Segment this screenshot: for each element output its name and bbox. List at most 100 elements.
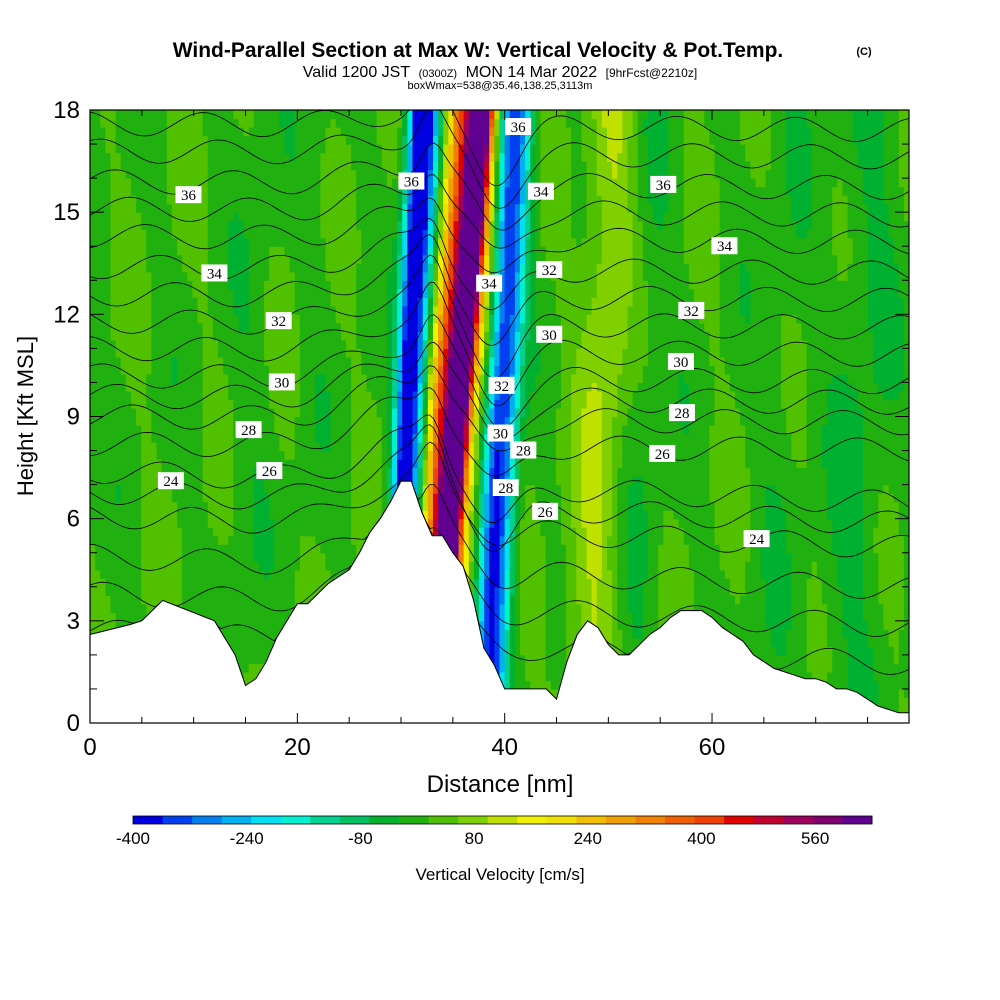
velocity-cell [351,280,357,290]
velocity-cell [95,510,101,520]
velocity-cell [253,314,260,324]
velocity-cell [386,407,393,418]
velocity-cell [110,203,117,213]
velocity-cell [279,110,286,120]
velocity-cell [95,416,101,426]
velocity-cell [381,484,388,494]
velocity-cell [130,416,137,426]
velocity-cell [320,467,327,477]
velocity-cell [120,569,127,579]
velocity-cell [289,518,296,528]
velocity-cell [432,331,439,341]
velocity-cell [351,246,357,256]
velocity-cell [110,135,117,145]
velocity-cell [115,186,122,196]
velocity-cell [90,586,96,596]
velocity-cell [412,220,419,230]
velocity-cell [115,135,122,145]
velocity-cell [151,544,158,554]
velocity-cell [269,161,275,171]
velocity-cell [335,186,342,196]
velocity-cell [177,314,183,324]
velocity-cell [151,280,158,290]
velocity-cell [105,118,112,128]
velocity-cell [161,373,168,384]
velocity-cell [325,544,332,554]
velocity-cell [427,416,434,426]
velocity-cell [345,390,352,401]
velocity-cell [284,152,291,162]
velocity-cell [299,476,306,486]
velocity-cell [192,425,199,435]
velocity-cell [228,314,234,324]
velocity-cell [228,399,234,409]
velocity-cell [274,586,280,596]
velocity-cell [130,331,137,341]
velocity-cell [120,382,127,392]
velocity-cell [238,263,245,273]
velocity-cell [432,390,439,401]
velocity-cell [136,603,142,613]
velocity-cell [166,305,173,315]
velocity-cell [120,561,127,571]
velocity-cell [177,127,183,137]
velocity-cell [166,322,173,332]
velocity-cell [105,144,112,154]
velocity-cell [279,169,286,179]
velocity-cell [233,382,240,392]
velocity-cell [412,127,419,137]
velocity-cell [279,297,286,307]
velocity-cell [340,195,347,205]
velocity-cell [381,203,388,213]
velocity-cell [105,527,112,537]
velocity-cell [294,280,301,290]
velocity-cell [217,501,224,511]
velocity-cell [228,595,234,605]
velocity-cell [392,339,398,349]
velocity-cell [258,229,265,239]
velocity-cell [136,442,142,452]
velocity-cell [432,356,439,367]
velocity-cell [289,484,296,494]
velocity-cell [412,356,419,367]
velocity-cell [202,407,209,418]
velocity-cell [361,110,368,120]
velocity-cell [90,518,96,528]
velocity-cell [248,586,255,596]
velocity-cell [202,186,209,196]
velocity-cell [310,442,316,452]
velocity-cell [212,161,219,171]
velocity-cell [340,561,347,571]
velocity-cell [207,501,214,511]
velocity-cell [386,254,393,264]
velocity-cell [376,212,383,222]
velocity-cell [253,476,260,486]
velocity-cell [356,544,362,554]
velocity-cell [422,450,429,460]
velocity-cell [95,127,101,137]
velocity-cell [182,373,188,384]
velocity-cell [422,365,429,375]
velocity-cell [351,322,357,332]
velocity-cell [217,586,224,596]
velocity-cell [115,467,122,477]
velocity-cell [156,263,163,273]
velocity-cell [304,297,311,307]
velocity-cell [248,654,255,664]
velocity-cell [238,561,245,571]
velocity-cell [110,595,117,605]
velocity-cell [115,510,122,520]
velocity-cell [90,212,96,222]
velocity-cell [438,144,444,154]
velocity-cell [381,169,388,179]
velocity-cell [320,127,327,137]
velocity-cell [392,127,398,137]
velocity-cell [192,322,199,332]
velocity-cell [100,152,106,162]
velocity-cell [432,229,439,239]
velocity-cell [397,365,403,375]
velocity-cell [310,339,316,349]
velocity-cell [294,203,301,213]
velocity-cell [100,178,106,188]
velocity-cell [125,595,132,605]
